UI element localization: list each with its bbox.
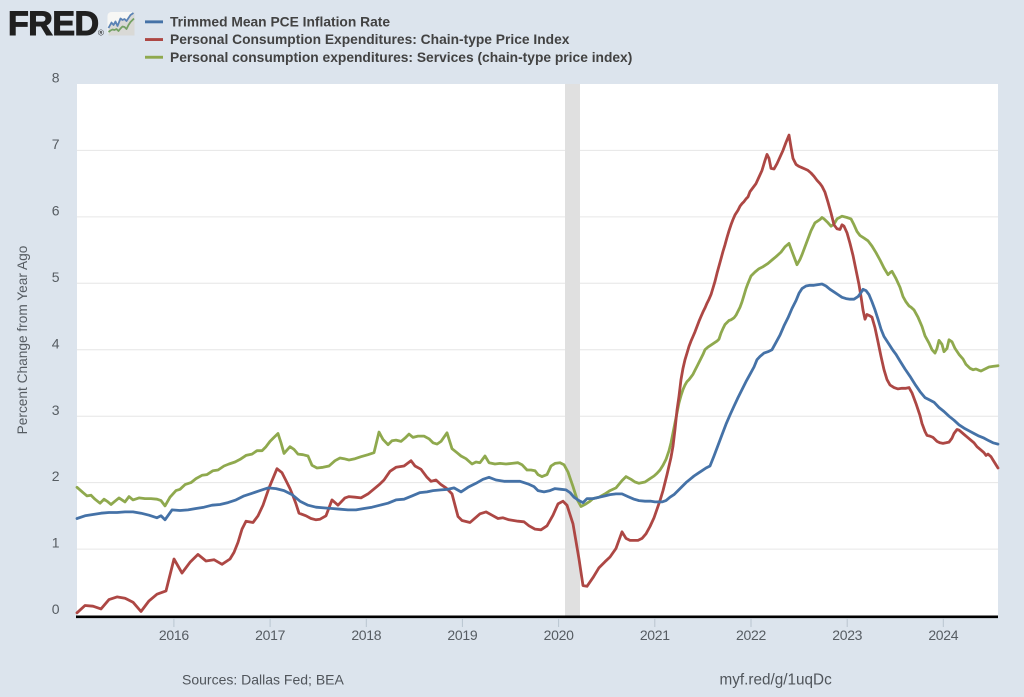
svg-text:2016: 2016: [159, 627, 189, 643]
svg-text:8: 8: [52, 70, 60, 86]
svg-text:Personal consumption expenditu: Personal consumption expenditures: Servi…: [170, 50, 632, 65]
svg-text:2022: 2022: [736, 627, 766, 643]
svg-text:Percent Change from Year Ago: Percent Change from Year Ago: [15, 245, 30, 434]
svg-text:2023: 2023: [832, 627, 862, 643]
svg-text:®: ®: [98, 29, 104, 38]
svg-text:3: 3: [52, 402, 60, 418]
svg-text:2: 2: [52, 468, 60, 484]
svg-text:2024: 2024: [928, 627, 958, 643]
svg-text:2019: 2019: [447, 627, 477, 643]
svg-text:2018: 2018: [351, 627, 381, 643]
svg-text:5: 5: [52, 269, 60, 285]
svg-text:4: 4: [52, 335, 60, 351]
svg-text:7: 7: [52, 136, 60, 152]
svg-text:myf.red/g/1uqDc: myf.red/g/1uqDc: [720, 672, 833, 689]
svg-text:6: 6: [52, 203, 60, 219]
svg-text:FRED: FRED: [8, 5, 99, 43]
svg-text:1: 1: [52, 535, 60, 551]
svg-text:Trimmed Mean PCE Inflation Rat: Trimmed Mean PCE Inflation Rate: [170, 14, 390, 29]
svg-text:2020: 2020: [544, 627, 574, 643]
svg-text:Sources: Dallas Fed; BEA: Sources: Dallas Fed; BEA: [182, 672, 345, 688]
svg-text:2021: 2021: [640, 627, 670, 643]
svg-text:0: 0: [52, 601, 60, 617]
svg-text:2017: 2017: [255, 627, 285, 643]
svg-text:Personal Consumption Expenditu: Personal Consumption Expenditures: Chain…: [170, 32, 570, 47]
